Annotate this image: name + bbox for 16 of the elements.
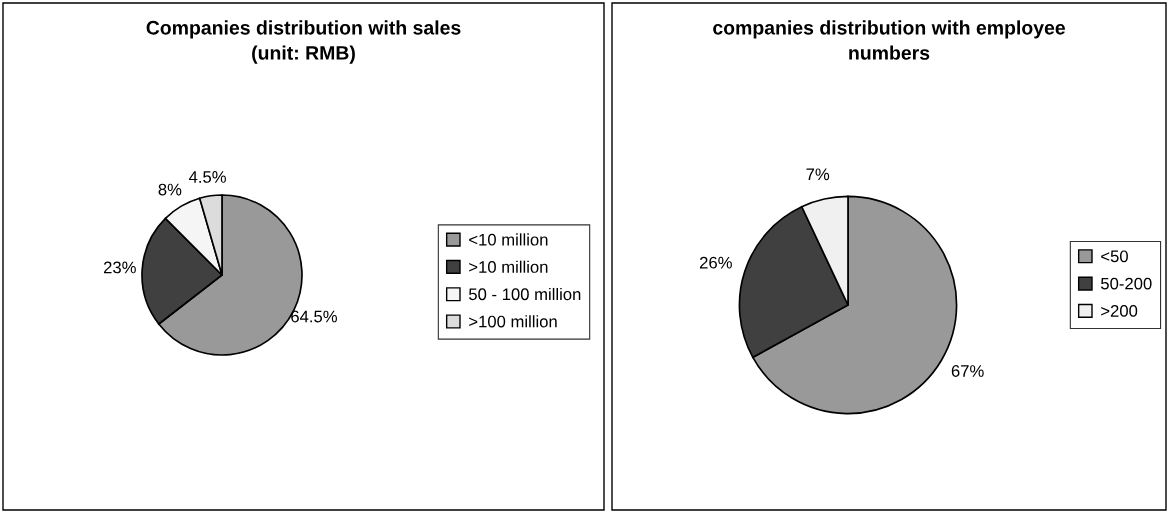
legend-label: 50-200 <box>1101 277 1152 290</box>
chart-title: companies distribution with employee numbers <box>713 20 1065 60</box>
data-label: 64.5% <box>291 310 337 323</box>
data-label: 8% <box>158 183 182 196</box>
chart-title: Companies distribution with sales (unit: RMB) <box>146 20 461 64</box>
legend-label: >100 million <box>469 315 557 328</box>
legend-label: 50 - 100 million <box>469 287 581 301</box>
legend-label: >10 million <box>469 260 548 273</box>
legend-label: <10 million <box>469 233 548 246</box>
data-label: 67% <box>951 365 984 377</box>
data-label: 26% <box>699 256 732 269</box>
data-label: 4.5% <box>188 171 226 183</box>
data-label: 7% <box>806 168 830 181</box>
data-label: 23% <box>103 261 136 274</box>
legend-label: >200 <box>1101 305 1138 317</box>
legend-label: <50 <box>1101 250 1128 263</box>
